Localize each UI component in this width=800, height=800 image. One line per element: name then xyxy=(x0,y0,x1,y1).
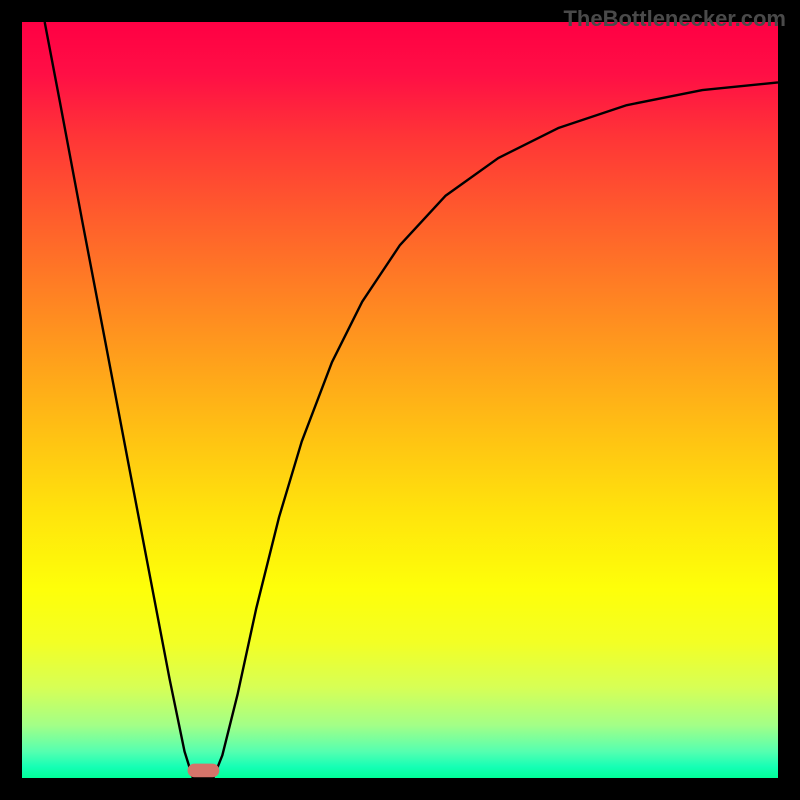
chart-svg xyxy=(0,0,800,800)
optimum-marker xyxy=(188,764,220,778)
watermark-text: TheBottlenecker.com xyxy=(563,6,786,32)
bottleneck-chart: TheBottlenecker.com xyxy=(0,0,800,800)
plot-background xyxy=(22,22,778,778)
